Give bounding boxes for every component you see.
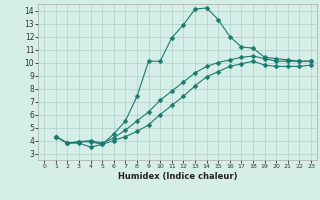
X-axis label: Humidex (Indice chaleur): Humidex (Indice chaleur) [118, 172, 237, 181]
